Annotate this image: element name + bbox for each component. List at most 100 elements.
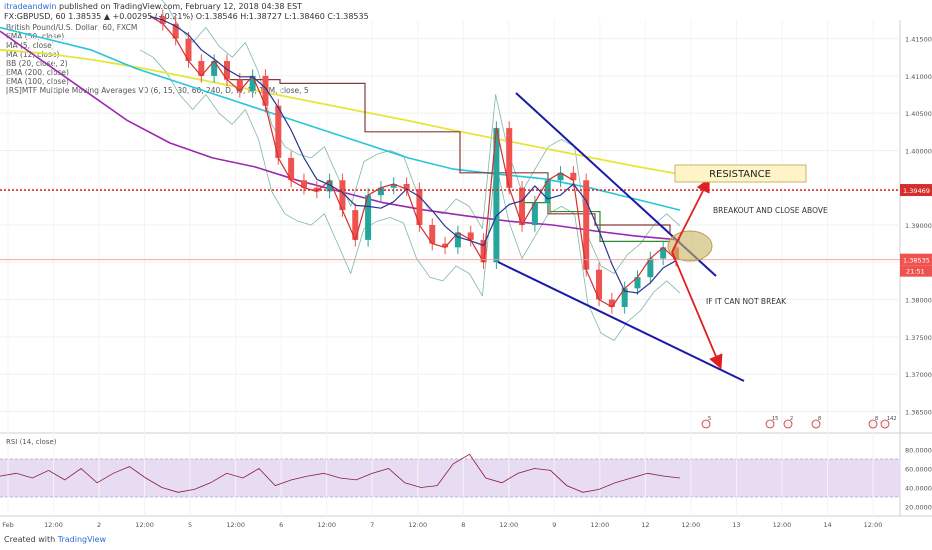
mtf-line	[230, 79, 671, 233]
tradingview-logo[interactable]: TradingView	[57, 535, 107, 544]
price-tick-label: 1.37500	[905, 334, 932, 342]
cannot-break-annotation: IF IT CAN NOT BREAK	[706, 297, 787, 306]
bb-upper-line	[161, 0, 681, 274]
candle	[596, 269, 603, 300]
time-tick-label: 12:00	[408, 521, 427, 529]
time-tick-label: 9	[552, 521, 556, 529]
candle	[223, 61, 230, 80]
breakout-arrow	[671, 177, 710, 253]
indicator-label[interactable]: EMA (200, close)	[6, 68, 69, 77]
rsi-tick-label: 40.0000	[905, 485, 932, 493]
event-flag-icon	[811, 419, 821, 429]
rsi-tick-label: 60.0000	[905, 466, 932, 474]
candle	[275, 105, 282, 158]
bb-lower-line	[139, 49, 681, 341]
time-tick-label: Feb	[2, 521, 14, 529]
author-link[interactable]: itradeandwin	[4, 2, 57, 11]
candle	[442, 243, 449, 248]
rsi-series: RSI (14, close)	[0, 438, 681, 493]
time-tick-label: 12:00	[773, 521, 792, 529]
candle	[416, 189, 423, 225]
chart-header: itradeandwin published on TradingView.co…	[4, 2, 369, 22]
resistance-label-box	[674, 164, 807, 183]
time-tick-label: 13	[732, 521, 740, 529]
candle	[288, 157, 295, 181]
candle	[467, 232, 474, 240]
time-tick-label: 14	[823, 521, 831, 529]
time-tick-label: 12:00	[135, 521, 154, 529]
price-tick-label: 1.40500	[905, 110, 932, 118]
candle	[211, 61, 218, 76]
price-series	[0, 0, 681, 341]
indicator-label[interactable]: MA (5, close)	[6, 41, 55, 50]
countdown-label: 21:51	[906, 268, 925, 276]
created-with-text: Created with	[4, 535, 56, 544]
candle	[506, 128, 513, 188]
resistance-label: RESISTANCE	[709, 169, 771, 180]
time-tick-label: 12:00	[499, 521, 518, 529]
grid	[0, 20, 932, 517]
last-price-tag	[900, 253, 932, 266]
resistance-price-tag	[900, 184, 932, 197]
footer: Created with TradingView	[4, 535, 106, 544]
candle	[519, 187, 526, 225]
rsi-axis: 80.0000 60.0000 40.0000 20.0000	[905, 447, 932, 512]
candle	[326, 180, 333, 192]
event-count-label: 15	[772, 416, 778, 422]
time-tick-label: 12:00	[317, 521, 336, 529]
candle	[172, 23, 179, 39]
candle	[339, 180, 346, 211]
countdown-tag	[900, 265, 932, 277]
candle	[608, 299, 615, 307]
breakdown-arrow	[671, 251, 723, 370]
candle	[480, 239, 487, 263]
event-count-label: 8	[818, 416, 821, 422]
resistance-price-label: 1.39469	[903, 187, 930, 195]
time-tick-label: 12:00	[682, 521, 701, 529]
ma12-line	[149, 15, 677, 294]
candle	[583, 180, 590, 270]
event-count-label: 5	[708, 416, 711, 422]
last-price-label: 1.38535	[903, 257, 930, 265]
candle	[262, 75, 269, 106]
rsi-label: RSI (14, close)	[6, 438, 57, 446]
ma5-line	[149, 15, 677, 308]
event-count-label: 142	[887, 416, 897, 422]
event-flag-icon	[868, 419, 878, 429]
time-tick-label: 12:00	[226, 521, 245, 529]
candle	[352, 210, 359, 240]
time-tick-label: 12:00	[590, 521, 609, 529]
price-tick-label: 1.37000	[905, 371, 932, 379]
indicator-label[interactable]: [RS]MTF Multiple Moving Averages V0 (6, …	[6, 86, 309, 95]
event-flag-icon	[783, 419, 793, 429]
candle	[185, 38, 192, 61]
price-tick-label: 1.36500	[905, 408, 932, 416]
indicator-label[interactable]: British Pound/U.S. Dollar, 60, FXCM	[6, 23, 138, 32]
lower-trendline	[497, 261, 745, 382]
time-tick-label: 5	[188, 521, 192, 529]
time-tick-label: 7	[370, 521, 374, 529]
event-flag-icon	[880, 419, 890, 429]
price-tick-label: 1.40000	[905, 147, 932, 155]
indicator-label[interactable]: EMA (100, close)	[6, 77, 69, 86]
event-flag-icon	[701, 419, 711, 429]
candle	[429, 225, 436, 244]
price-tick-label: 1.39000	[905, 222, 932, 230]
indicator-label[interactable]: BB (20, close, 2)	[6, 59, 68, 68]
event-count-label: 8	[875, 416, 878, 422]
candle	[531, 202, 538, 225]
time-tick-label: 8	[461, 521, 465, 529]
candle	[454, 232, 461, 248]
time-tick-label: 2	[97, 521, 101, 529]
candle	[557, 172, 564, 181]
candle	[634, 277, 641, 289]
breakout-annotation: BREAKOUT AND CLOSE ABOVE	[713, 206, 828, 215]
price-axis: 1.415001.410001.405001.400001.395001.390…	[905, 36, 932, 417]
candle	[365, 195, 372, 240]
ema200-line	[0, 48, 681, 176]
event-count-label: 2	[790, 416, 793, 422]
candle	[390, 184, 397, 188]
candle	[300, 180, 307, 188]
candle	[660, 247, 667, 259]
